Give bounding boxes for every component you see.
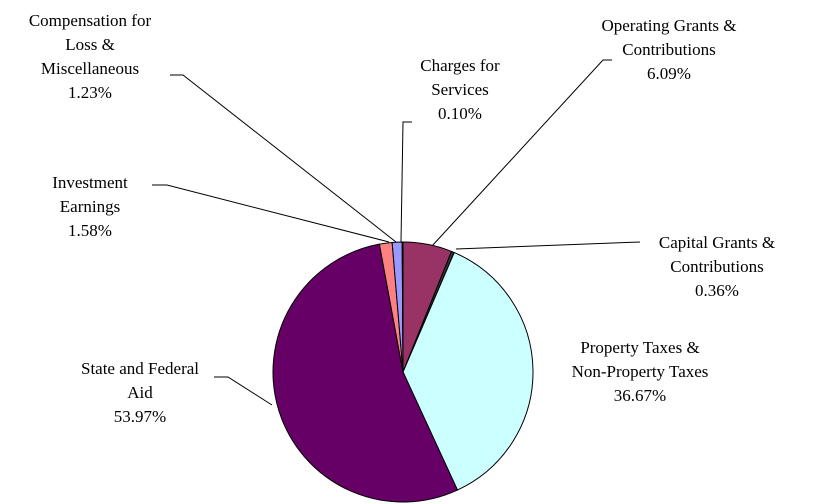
- label-line: Loss &: [65, 35, 115, 54]
- slice-value-label: 1.23%: [68, 83, 112, 102]
- label-line: Contributions: [622, 40, 716, 59]
- label-line: Property Taxes &: [580, 338, 699, 357]
- leader-line: [214, 376, 273, 406]
- leader-line: [400, 121, 412, 243]
- slice-label: Capital Grants & Contributions: [659, 233, 775, 276]
- label-line: Capital Grants &: [659, 233, 775, 252]
- slice-label: Compensation for Loss & Miscellaneous: [29, 11, 152, 78]
- slice-value-label: 6.09%: [647, 64, 691, 83]
- leader-line: [455, 241, 641, 250]
- label-line: Operating Grants &: [601, 16, 736, 35]
- label-line: Miscellaneous: [41, 59, 139, 78]
- slice-label: Operating Grants & Contributions: [601, 16, 736, 59]
- label-line: Services: [431, 80, 489, 99]
- label-line: Earnings: [60, 197, 120, 216]
- slice-value-label: 36.67%: [614, 386, 666, 405]
- label-line: Contributions: [670, 257, 764, 276]
- leader-line: [431, 59, 612, 247]
- slice-value-label: 0.10%: [438, 104, 482, 123]
- slice-label: Property Taxes & Non-Property Taxes: [572, 338, 709, 381]
- slice-value-label: 0.36%: [695, 281, 739, 300]
- pie-slice: [402, 251, 534, 491]
- slice-label: Investment Earnings: [52, 173, 128, 216]
- label-line: State and Federal: [81, 359, 199, 378]
- leader-line: [152, 184, 390, 243]
- leader-line: [170, 74, 397, 243]
- slice-value-label: 1.58%: [68, 221, 112, 240]
- slice-label: State and Federal Aid: [81, 359, 199, 402]
- label-line: Charges for: [420, 56, 500, 75]
- slice-value-label: 53.97%: [114, 407, 166, 426]
- label-line: Non-Property Taxes: [572, 362, 709, 381]
- pie-slice: [272, 243, 459, 503]
- label-line: Investment: [52, 173, 128, 192]
- label-line: Compensation for: [29, 11, 152, 30]
- slice-label: Charges for Services: [420, 56, 500, 99]
- label-line: Aid: [127, 383, 153, 402]
- pie-slice: [401, 241, 404, 373]
